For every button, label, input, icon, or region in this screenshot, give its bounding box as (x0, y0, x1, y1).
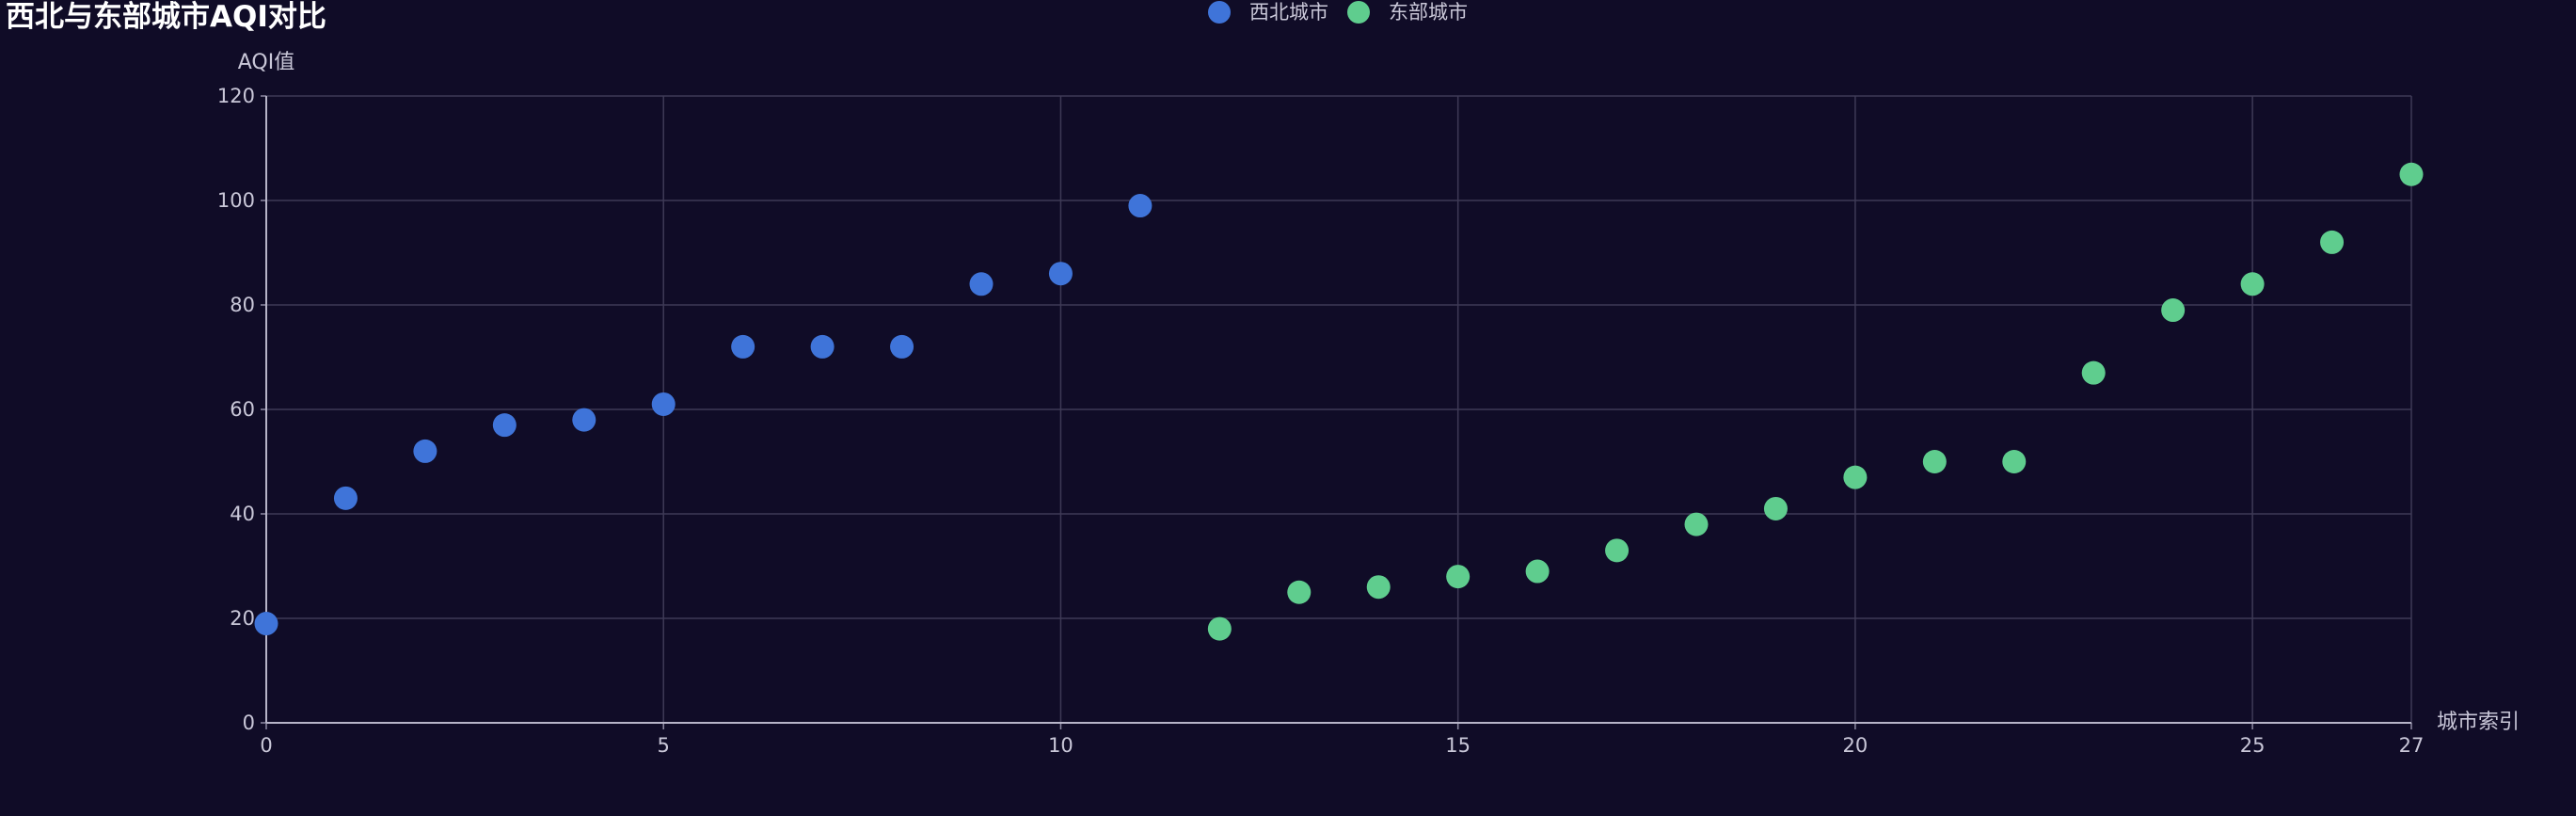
x-tick-label: 0 (260, 734, 272, 757)
data-point-series-0[interactable] (254, 612, 278, 636)
data-point-series-0[interactable] (890, 334, 914, 359)
data-point-series-1[interactable] (2081, 360, 2106, 385)
y-axis-label: AQI值 (238, 51, 294, 74)
y-tick-label: 100 (217, 189, 255, 212)
data-point-series-0[interactable] (492, 413, 517, 438)
data-point-series-1[interactable] (2240, 272, 2265, 296)
data-point-series-1[interactable] (2320, 230, 2345, 254)
legend-item-series-0[interactable]: 西北城市 (1208, 1, 1328, 24)
chart-title: 西北与东部城市AQI对比 (6, 0, 326, 34)
data-point-series-1[interactable] (1287, 580, 1312, 604)
data-point-series-1[interactable] (1207, 616, 1232, 641)
x-tick-label: 5 (658, 734, 670, 757)
y-tick-label: 60 (230, 398, 255, 421)
data-point-series-1[interactable] (2399, 162, 2424, 186)
data-point-series-0[interactable] (651, 392, 676, 416)
data-point-series-0[interactable] (572, 408, 596, 432)
y-tick-label: 40 (230, 503, 255, 525)
legend-item-series-1[interactable]: 东部城市 (1347, 1, 1468, 24)
x-tick-label: 27 (2399, 734, 2425, 757)
data-point-series-0[interactable] (413, 439, 437, 463)
legend-marker (1347, 1, 1370, 24)
data-point-series-0[interactable] (731, 334, 755, 359)
legend-marker (1208, 1, 1231, 24)
grid (266, 95, 2412, 723)
legend-label: 西北城市 (1249, 1, 1328, 24)
x-tick-label: 25 (2240, 734, 2266, 757)
data-point-series-0[interactable] (1128, 194, 1153, 218)
data-point-series-1[interactable] (1446, 565, 1471, 589)
data-point-series-1[interactable] (2161, 298, 2186, 323)
legend-label: 东部城市 (1389, 1, 1468, 24)
y-tick-label: 20 (230, 607, 255, 630)
x-tick-label: 15 (1445, 734, 1471, 757)
data-point-series-1[interactable] (1922, 450, 1947, 473)
data-point-series-1[interactable] (1605, 538, 1630, 563)
y-tick-label: 80 (230, 294, 255, 316)
data-point-series-1[interactable] (1763, 496, 1788, 520)
data-point-series-1[interactable] (1525, 559, 1550, 584)
data-point-series-1[interactable] (1366, 575, 1391, 600)
data-point-series-0[interactable] (969, 272, 994, 296)
x-tick-label: 20 (1843, 734, 1868, 757)
y-tick-label: 0 (243, 712, 255, 734)
data-point-series-1[interactable] (1684, 512, 1709, 536)
data-point-series-0[interactable] (810, 334, 835, 359)
data-point-series-1[interactable] (1843, 465, 1868, 489)
data-point-series-0[interactable] (333, 486, 358, 510)
x-tick-label: 10 (1048, 734, 1073, 757)
data-point-series-0[interactable] (1048, 262, 1073, 286)
y-tick-label: 120 (217, 85, 255, 107)
data-points (254, 162, 2424, 641)
data-point-series-1[interactable] (2002, 450, 2027, 473)
legend[interactable]: 西北城市 东部城市 (1208, 1, 1468, 24)
x-axis-label: 城市索引 (2437, 711, 2520, 734)
